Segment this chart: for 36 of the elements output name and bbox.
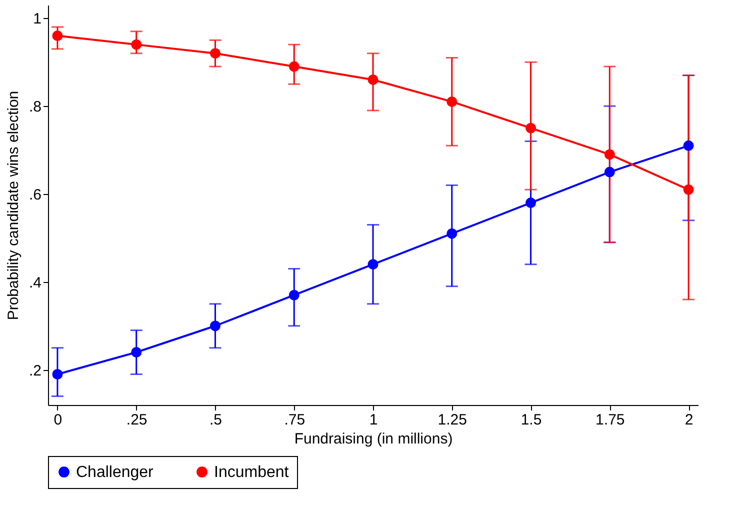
x-tick-label: 1.5 [520, 412, 542, 428]
y-tick-label: .4 [28, 274, 42, 292]
point [446, 228, 458, 239]
legend-label: Incumbent [214, 464, 290, 481]
point [131, 347, 142, 358]
point [368, 259, 378, 270]
point [52, 30, 63, 42]
point [52, 368, 63, 380]
y-tick-label: .8 [28, 98, 42, 116]
y-tick-label: 1 [33, 10, 42, 28]
point [604, 166, 615, 178]
point [210, 48, 220, 59]
point [288, 290, 300, 300]
x-tick-label: 0 [54, 412, 62, 428]
point [131, 39, 142, 50]
x-tick-label: 1.75 [596, 412, 625, 428]
point [368, 74, 378, 85]
x-tick-label: .75 [284, 412, 306, 428]
y-axis-title: Probability candidate wins election [4, 90, 22, 320]
x-tick-label: 1 [369, 412, 378, 428]
point [683, 140, 694, 151]
y-tick-label: .6 [28, 186, 42, 204]
point [683, 184, 694, 195]
point [288, 61, 300, 72]
y-tick-label: .2 [28, 362, 42, 380]
x-tick-label: .25 [126, 412, 148, 428]
x-tick-label: 2 [684, 412, 694, 428]
x-tick-label: 1.25 [438, 412, 467, 428]
point [604, 149, 615, 160]
x-tick-label: .5 [209, 412, 222, 428]
legend-label: Challenger [76, 464, 154, 481]
point [526, 198, 536, 208]
point [446, 96, 458, 107]
point [210, 320, 220, 332]
x-axis-title: Fundraising (in millions) [294, 430, 453, 448]
point [526, 122, 536, 134]
